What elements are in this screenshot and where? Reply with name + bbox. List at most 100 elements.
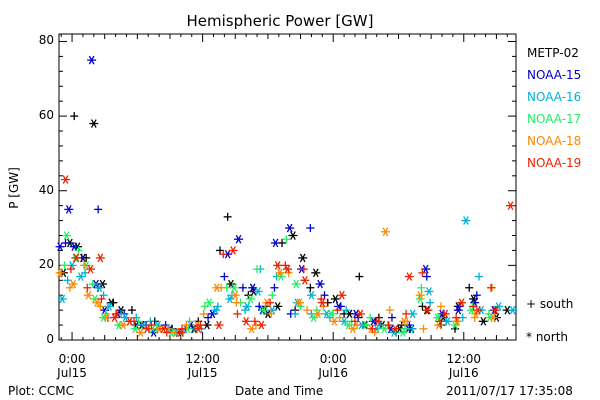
data-point-north [214,320,224,330]
data-point-north [71,253,81,263]
data-point-north [273,261,283,270]
data-point-north [339,317,349,326]
data-point-north [309,313,319,322]
data-point-north [380,227,390,237]
data-point-north [311,268,321,278]
data-point-south [384,321,393,330]
data-point-north [506,201,516,210]
data-point-south [426,298,435,307]
x-tick-time-label: 12:00 [185,352,220,366]
data-point-south [238,283,247,292]
data-point-south [472,291,481,300]
data-point-north [434,320,444,330]
data-point-north [315,279,325,289]
data-point-north [271,238,281,248]
plot-timestamp: 2011/07/17 17:35:08 [446,384,573,398]
data-point-north [379,324,389,334]
data-point-north [136,328,146,337]
data-point-north [67,261,77,270]
data-point-south [74,246,83,255]
data-point-north [226,279,236,289]
data-point-south [94,205,103,214]
data-point-north [242,302,252,311]
data-point-south [266,298,275,307]
data-point-south [486,283,495,292]
data-point-north [62,231,72,240]
data-point-south [303,306,312,315]
data-point-south [452,313,461,322]
data-point-north [102,313,112,322]
data-point-north [373,317,383,326]
data-point-north [337,290,347,300]
data-point-north [415,294,425,304]
x-tick-date-label: Jul15 [57,366,87,380]
data-point-north [104,302,114,311]
data-point-north [86,264,96,274]
data-point-north [294,298,304,308]
data-point-south [387,313,396,322]
data-point-north [453,305,463,315]
legend-item: NOAA-18 [527,134,582,148]
data-point-south [219,250,228,259]
data-point-north [275,268,285,278]
data-point-north [256,320,266,330]
data-point-south [366,313,375,322]
data-point-south [335,313,344,322]
data-point-north [288,231,298,240]
data-point-north [298,253,308,263]
data-point-north [158,324,168,334]
data-point-south [350,317,359,326]
data-point-north [253,287,263,296]
data-point-north [390,324,400,334]
data-point-south [419,324,428,333]
data-point-north [211,305,221,315]
data-point-north [326,309,336,319]
data-point-south [408,324,417,333]
legend-north-label: north [535,330,569,344]
data-point-north [95,253,105,263]
data-point-south [417,283,426,292]
data-point-south [80,261,89,270]
data-point-north [87,55,97,65]
data-point-north [317,298,327,308]
data-point-north [207,309,217,319]
data-point-north [415,290,425,300]
data-point-north [440,309,450,319]
data-point-north [348,324,358,334]
legend-item: METP-02 [527,46,579,60]
x-tick-date-label: Jul16 [448,366,479,380]
data-point-north [212,283,222,293]
data-point-south [233,309,242,318]
data-point-south [368,324,377,333]
x-tick-time-label: 0:00 [58,352,86,366]
y-tick-label: 0 [46,332,54,346]
data-point-north [83,290,93,300]
data-point-north [300,275,310,285]
data-point-north [283,264,292,274]
data-point-north [241,317,251,326]
data-point-north [142,324,152,334]
data-point-north [193,324,203,334]
data-point-north [423,305,433,315]
data-point-north [399,317,409,326]
data-point-north [329,317,339,326]
data-point-south [146,317,155,326]
data-point-south [223,212,232,221]
data-point-north [55,242,65,252]
data-point-south [418,268,427,277]
data-point-south [267,309,276,318]
data-point-south [402,309,411,318]
data-point-north [92,298,102,308]
data-point-north [138,320,148,330]
legend-item: NOAA-17 [527,112,582,126]
data-point-north [494,302,504,311]
data-point-south [182,321,191,330]
data-point-south [333,306,342,315]
data-point-north [343,320,353,330]
data-point-north [473,305,483,315]
data-point-south [63,276,72,285]
data-point-south [65,283,74,292]
data-point-north [488,313,498,322]
data-point-south [60,261,69,270]
